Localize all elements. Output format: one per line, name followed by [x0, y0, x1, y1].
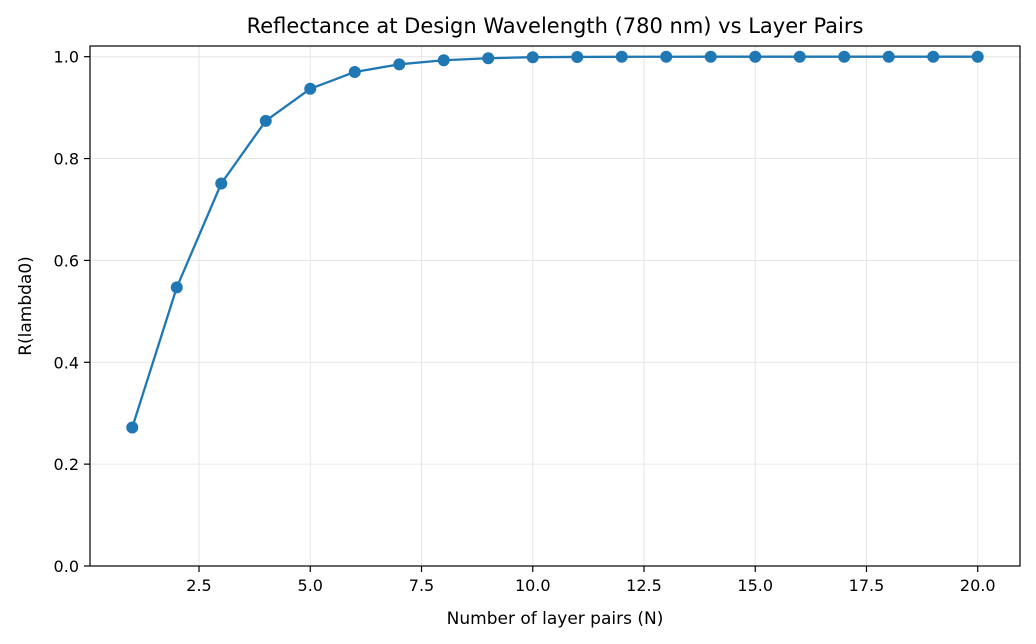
axis-ticks: 2.5 5.0 7.5 10.0 12.5 15.0 17.5 20.0 0.0 0.2 0.4 0.…	[54, 48, 996, 595]
x-tick-label: 15.0	[737, 576, 773, 595]
data-point	[793, 50, 806, 63]
y-axis-label: R(lambda0)	[16, 256, 36, 356]
y-tick-label: 0.2	[54, 455, 79, 474]
y-tick-label: 0.4	[54, 353, 79, 372]
plot-frame	[89, 45, 1021, 567]
data-point	[615, 50, 628, 63]
data-point	[348, 65, 361, 78]
y-tick-label: 1.0	[54, 48, 79, 67]
data-point	[482, 52, 495, 65]
x-tick-label: 20.0	[960, 576, 996, 595]
data-point	[393, 58, 406, 71]
data-point	[927, 50, 940, 63]
data-point	[304, 82, 317, 95]
x-tick-label: 2.5	[186, 576, 211, 595]
data-point	[437, 54, 450, 67]
data-point	[526, 51, 539, 64]
data-point	[971, 50, 984, 63]
y-tick-label: 0.8	[54, 150, 79, 169]
y-tick-label: 0.0	[54, 557, 79, 576]
y-tick-label: 0.6	[54, 251, 79, 270]
data-point	[170, 281, 183, 294]
data-point	[660, 50, 673, 63]
data-point	[571, 50, 584, 63]
x-axis-label: Number of layer pairs (N)	[447, 609, 664, 629]
data-point	[749, 50, 762, 63]
data-series	[126, 50, 984, 434]
data-point	[704, 50, 717, 63]
series-line	[131, 55, 978, 428]
x-tick-label: 10.0	[515, 576, 551, 595]
x-tick-label: 17.5	[849, 576, 885, 595]
data-point	[215, 177, 228, 190]
x-tick-label: 12.5	[626, 576, 662, 595]
data-point	[126, 421, 139, 434]
data-point	[882, 50, 895, 63]
x-tick-label: 5.0	[298, 576, 323, 595]
data-point	[838, 50, 851, 63]
data-point	[259, 114, 272, 127]
x-tick-label: 7.5	[409, 576, 434, 595]
chart-title: Reflectance at Design Wavelength (780 nm…	[247, 14, 864, 38]
